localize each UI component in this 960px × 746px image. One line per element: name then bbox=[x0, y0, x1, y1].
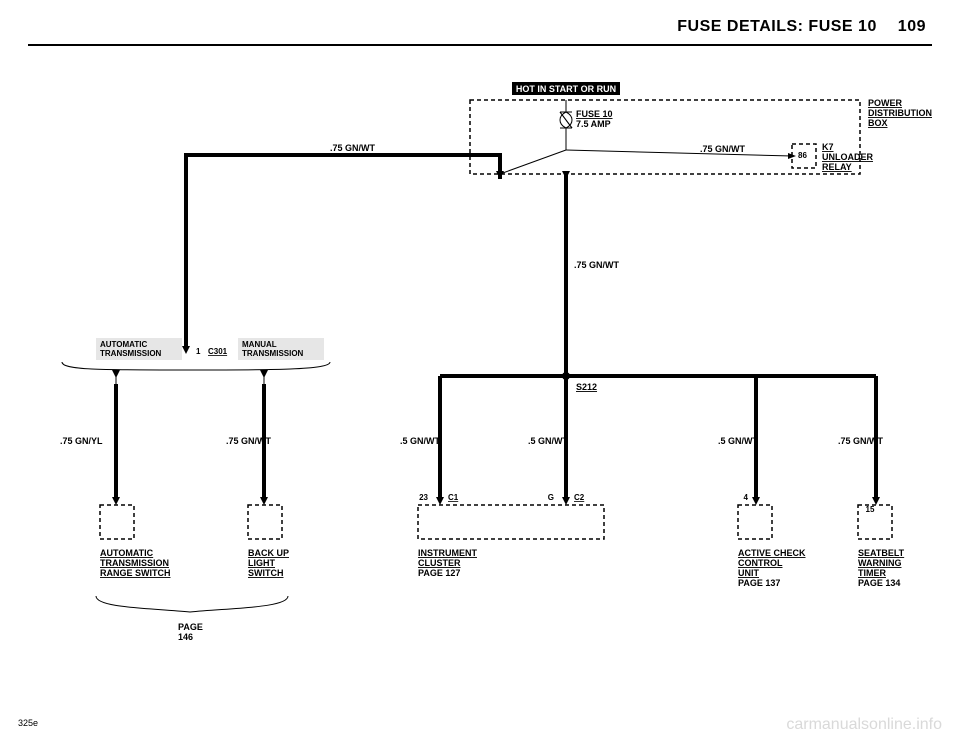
pd-l1: POWER bbox=[868, 98, 903, 108]
man-l2: TRANSMISSION bbox=[242, 349, 304, 358]
pd-box bbox=[470, 100, 860, 174]
svg-text:23: 23 bbox=[419, 493, 428, 502]
box-a-l1: AUTOMATIC bbox=[100, 548, 154, 558]
relay-pin: 86 bbox=[798, 151, 807, 160]
relay-l3: RELAY bbox=[822, 162, 852, 172]
wlbl-r2: .5 GN/WT bbox=[528, 436, 569, 446]
svg-text:UNIT: UNIT bbox=[738, 568, 759, 578]
hot-tag-text: HOT IN START OR RUN bbox=[516, 84, 616, 94]
svg-text:SEATBELT: SEATBELT bbox=[858, 548, 905, 558]
fuse-l2: 7.5 AMP bbox=[576, 119, 611, 129]
svg-text:PAGE 137: PAGE 137 bbox=[738, 578, 780, 588]
man-l1: MANUAL bbox=[242, 340, 277, 349]
pd-wire-right: .75 GN/WT bbox=[700, 144, 746, 154]
fuse-l1: FUSE 10 bbox=[576, 109, 613, 119]
svg-text:INSTRUMENT: INSTRUMENT bbox=[418, 548, 477, 558]
wlbl-middown: .75 GN/WT bbox=[574, 260, 620, 270]
auto-l1: AUTOMATIC bbox=[100, 340, 147, 349]
relay-l2: UNLOADER bbox=[822, 152, 873, 162]
pd-l2: DISTRIBUTION bbox=[868, 108, 932, 118]
svg-text:CONTROL: CONTROL bbox=[738, 558, 783, 568]
brace-l1: PAGE bbox=[178, 622, 203, 632]
wlbl-la: .75 GN/YL bbox=[60, 436, 103, 446]
svg-text:PAGE 134: PAGE 134 bbox=[858, 578, 900, 588]
splice-lbl: S212 bbox=[576, 382, 597, 392]
conn-id: C301 bbox=[208, 347, 228, 356]
svg-text:PAGE 127: PAGE 127 bbox=[418, 568, 460, 578]
wlbl-r1: .5 GN/WT bbox=[400, 436, 441, 446]
wlbl-r3: .5 GN/WT bbox=[718, 436, 759, 446]
wire-top-left bbox=[186, 155, 500, 346]
wlbl-topleft: .75 GN/WT bbox=[330, 143, 376, 153]
wlbl-lb: .75 GN/WT bbox=[226, 436, 272, 446]
svg-text:15: 15 bbox=[866, 505, 875, 514]
box-b-l1: BACK UP bbox=[248, 548, 289, 558]
conn-num: 1 bbox=[196, 347, 201, 356]
box-b-l2: LIGHT bbox=[248, 558, 275, 568]
svg-text:C2: C2 bbox=[574, 493, 585, 502]
wlbl-r4: .75 GN/WT bbox=[838, 436, 884, 446]
svg-text:ACTIVE CHECK: ACTIVE CHECK bbox=[738, 548, 806, 558]
svg-text:G: G bbox=[548, 493, 554, 502]
svg-text:C1: C1 bbox=[448, 493, 459, 502]
auto-l2: TRANSMISSION bbox=[100, 349, 162, 358]
svg-text:WARNING: WARNING bbox=[858, 558, 902, 568]
svg-text:4: 4 bbox=[744, 493, 749, 502]
svg-text:CLUSTER: CLUSTER bbox=[418, 558, 461, 568]
wiring-diagram: HOT IN START OR RUN FUSE 10 7.5 AMP .75 … bbox=[0, 0, 960, 746]
box-b-l3: SWITCH bbox=[248, 568, 284, 578]
box-a-l3: RANGE SWITCH bbox=[100, 568, 171, 578]
pd-l3: BOX bbox=[868, 118, 888, 128]
svg-text:TIMER: TIMER bbox=[858, 568, 886, 578]
relay-l1: K7 bbox=[822, 142, 834, 152]
brace-l2: 146 bbox=[178, 632, 193, 642]
box-a-l2: TRANSMISSION bbox=[100, 558, 169, 568]
